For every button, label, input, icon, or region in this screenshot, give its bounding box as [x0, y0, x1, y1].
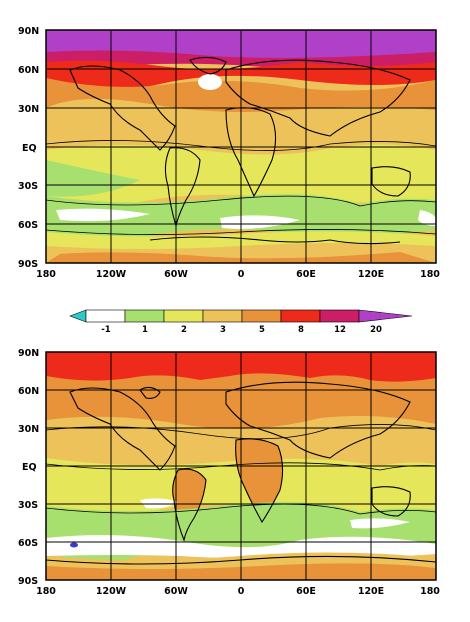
colorbar-swatch — [85, 309, 126, 323]
bottom-x-tick-label: 0 — [238, 586, 245, 597]
top-y-tick-label: 60S — [18, 220, 38, 231]
top-map-grid — [46, 30, 436, 263]
top-x-tick-label: 180 — [420, 269, 440, 280]
colorbar-swatch — [202, 309, 243, 323]
top-y-tick-label: 90S — [18, 259, 38, 270]
bottom-map-x-axis: 180 120W 60W 0 60E 120E 180 — [36, 586, 440, 597]
colorbar-level-label: 1 — [142, 325, 148, 335]
colorbar-swatch — [319, 309, 360, 323]
top-y-tick-label: 30N — [18, 104, 39, 115]
bottom-x-tick-label: 60W — [164, 586, 188, 597]
colorbar-swatch — [69, 309, 87, 323]
colorbar-level-label: 20 — [370, 325, 382, 335]
bottom-y-tick-label: EQ — [22, 462, 37, 473]
colorbar-swatch — [163, 309, 204, 323]
bottom-x-tick-label: 180 — [36, 586, 56, 597]
bottom-x-tick-label: 60E — [296, 586, 316, 597]
top-x-tick-label: 60W — [164, 269, 188, 280]
bottom-x-tick-label: 180 — [420, 586, 440, 597]
bottom-y-tick-label: 60S — [18, 538, 38, 549]
colorbar-level-label: -1 — [101, 325, 111, 335]
bottom-map-frame — [45, 351, 437, 581]
bottom-y-tick-label: 30N — [18, 424, 39, 435]
bottom-map-y-axis: 90N 60N 30N EQ 30S 60S 90S — [18, 348, 39, 587]
top-y-tick-label: 30S — [18, 181, 38, 192]
top-y-tick-label: EQ — [22, 143, 37, 154]
top-map-x-axis: 180 120W 60W 0 60E 120E 180 — [36, 269, 440, 280]
top-x-tick-label: 0 — [238, 269, 245, 280]
colorbar-swatch — [358, 309, 413, 323]
colorbar-level-label: 8 — [298, 325, 304, 335]
bottom-y-tick-label: 90S — [18, 576, 38, 587]
top-x-tick-label: 60E — [296, 269, 316, 280]
bottom-map: 90N 60N 30N EQ 30S 60S 90S 180 120W 60W … — [18, 348, 440, 597]
bottom-y-tick-label: 90N — [18, 348, 39, 359]
bottom-map-grid — [46, 352, 436, 580]
bottom-x-tick-label: 120W — [96, 586, 127, 597]
colorbar: -1 1 2 3 5 8 12 20 — [69, 309, 413, 335]
bottom-x-tick-label: 120E — [358, 586, 384, 597]
top-x-tick-label: 120E — [358, 269, 384, 280]
bottom-y-tick-label: 60N — [18, 386, 39, 397]
top-map-y-axis: 90N 60N 30N EQ 30S 60S 90S — [18, 26, 39, 270]
top-x-tick-label: 120W — [96, 269, 127, 280]
colorbar-swatch — [124, 309, 165, 323]
colorbar-level-label: 3 — [220, 325, 226, 335]
bottom-y-tick-label: 30S — [18, 500, 38, 511]
top-y-tick-label: 60N — [18, 65, 39, 76]
colorbar-swatch — [241, 309, 282, 323]
colorbar-swatch — [280, 309, 321, 323]
colorbar-level-label: 12 — [334, 325, 346, 335]
top-y-tick-label: 90N — [18, 26, 39, 37]
top-map-frame — [45, 29, 437, 264]
colorbar-level-label: 5 — [259, 325, 265, 335]
colorbar-level-label: 2 — [181, 325, 187, 335]
top-map: 90N 60N 30N EQ 30S 60S 90S 180 120W 60W … — [18, 26, 440, 280]
top-x-tick-label: 180 — [36, 269, 56, 280]
